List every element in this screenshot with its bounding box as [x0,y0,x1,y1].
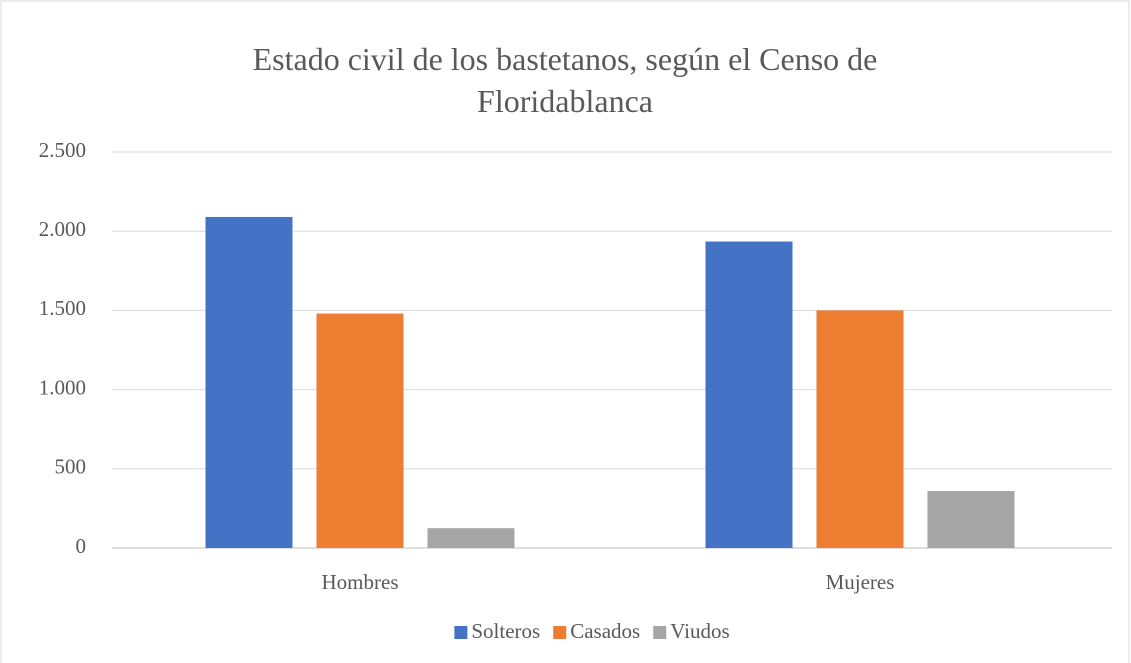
legend-label: Viudos [670,619,729,643]
legend-label: Solteros [471,619,540,643]
y-tick-label: 0 [76,534,87,558]
bar [816,310,904,548]
legend-swatch [653,626,667,639]
bar [927,490,1015,548]
y-tick-label: 1.500 [39,296,86,320]
y-tick-label: 2.500 [39,138,86,162]
chart-title: Estado civil de los bastetanos, según el… [252,41,878,119]
y-tick-label: 500 [55,455,87,479]
legend-label: Casados [570,619,640,643]
bar [705,241,793,548]
legend-swatch [454,626,468,639]
y-tick-label: 2.000 [39,217,86,241]
legend-swatch [553,626,567,639]
x-tick-label: Mujeres [826,570,895,594]
bar [427,528,515,548]
x-tick-label: Hombres [322,570,399,594]
y-tick-label: 1.000 [39,375,86,399]
bar [316,313,404,548]
bar [205,216,293,548]
